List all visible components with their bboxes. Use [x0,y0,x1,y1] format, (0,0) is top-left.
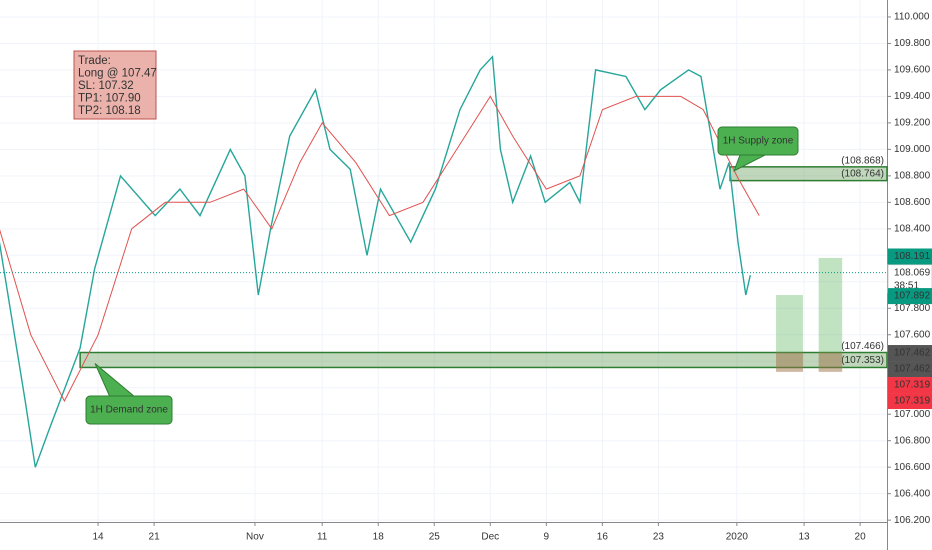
price-tag-label: 107.462 [894,348,931,359]
zone-low-label: (107.353) [841,355,884,366]
x-tick-label: 21 [149,532,161,543]
callout-box [717,126,799,156]
price-tag [888,361,932,378]
y-tick-label: 109.600 [894,65,931,76]
y-tick-label: 106.200 [894,515,931,526]
y-tick-label: 107.000 [894,409,931,420]
trade-note-box [73,50,157,120]
y-tick-label: 109.200 [894,118,931,129]
trade-note-line: SL: 107.32 [78,80,134,92]
price-tag [888,248,932,265]
stop-area [776,352,803,372]
x-tick-label: 25 [429,532,441,543]
callout-label: 1H Demand zone [90,405,168,416]
price-line [0,55,751,468]
x-tick-label: Dec [481,532,499,543]
price-tag-label: 107.462 [894,364,931,375]
price-tag [888,377,932,394]
y-tick-label: 109.000 [894,144,931,155]
trade-note-line: TP1: 107.90 [78,93,141,105]
x-tick-label: 23 [653,532,665,543]
countdown: 38:51 [894,280,919,291]
y-tick-label: 110.000 [894,12,930,23]
zone-low-label: (108.764) [841,168,884,179]
zone [79,351,888,369]
current-price-tag [887,264,932,294]
price-tag-label: 107.319 [894,380,931,391]
trade-note-line: Long @ 107.47 [78,68,157,80]
y-tick-label: 107.800 [894,303,931,314]
y-tick-label: 108.600 [894,197,931,208]
moving-average [0,95,760,403]
callout-box [85,395,173,425]
y-tick-label: 108.800 [894,170,931,181]
trade-note-line: Trade: [78,55,111,67]
price-tag-label: 107.319 [894,396,931,407]
price-tag [888,393,932,410]
price-tag-label: 107.892 [894,291,931,302]
target-area [776,295,803,372]
price-tag [888,345,932,362]
current-price-label: 108.069 [894,267,931,278]
callout-label: 1H Supply zone [723,136,794,147]
y-tick-label: 106.800 [894,435,931,446]
target-area [818,257,843,372]
price-tag [888,288,932,305]
y-tick-label: 109.800 [894,38,931,49]
x-tick-label: 11 [317,532,328,543]
x-tick-label: 20 [855,532,867,543]
x-tick-label: 13 [799,532,811,543]
y-tick-label: 108.400 [894,223,931,234]
y-tick-label: 106.400 [894,488,931,499]
x-tick-label: 18 [373,532,385,543]
x-tick-label: 14 [92,532,104,543]
x-tick-label: 9 [544,532,550,543]
zone-high-label: (107.466) [841,341,884,352]
y-tick-label: 106.600 [894,462,931,473]
zone-high-label: (108.868) [841,155,884,166]
stop-area [818,352,843,372]
x-tick-label: 2020 [726,532,749,543]
y-tick-label: 109.400 [894,91,931,102]
trade-note-line: TP2: 108.18 [78,105,141,117]
x-tick-label: Nov [246,532,264,543]
x-tick-label: 16 [597,532,609,543]
price-tag-label: 108.191 [894,251,931,262]
y-tick-label: 107.600 [894,329,931,340]
